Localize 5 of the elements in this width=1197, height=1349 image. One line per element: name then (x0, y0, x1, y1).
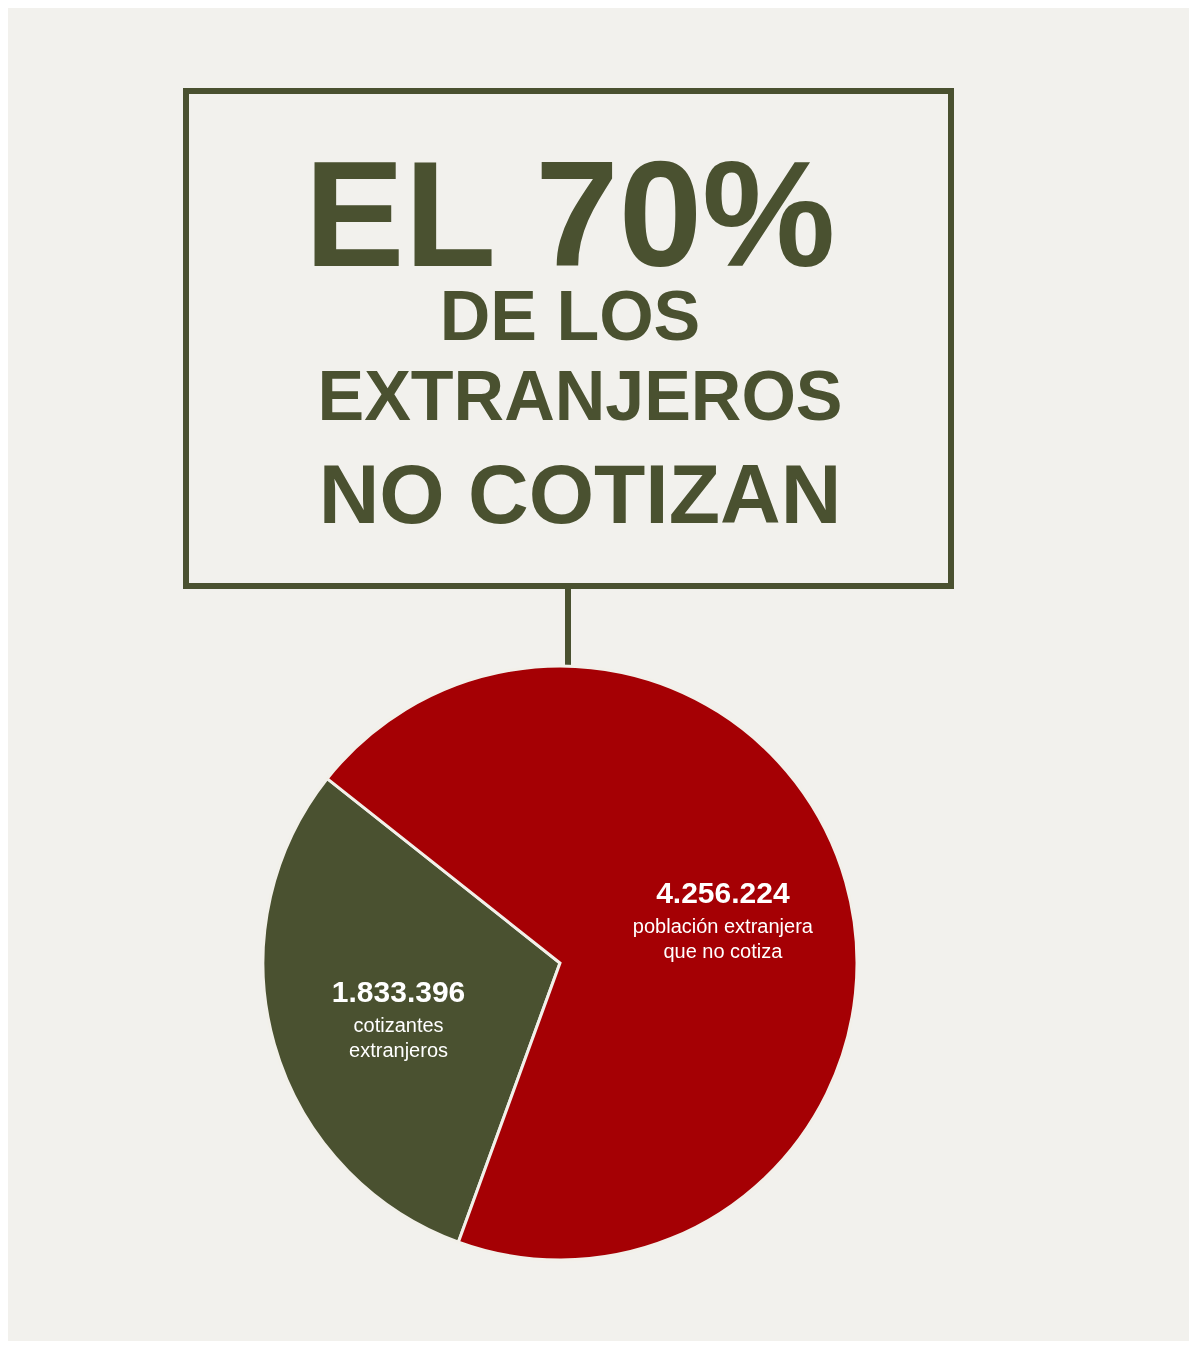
data-label: 1.833.396 (331, 974, 466, 1008)
data-label: 4.256.224 (656, 875, 790, 909)
chart-title: EL 70% DE LOS EXTRANJEROS NO COTIZAN (304, 130, 843, 541)
slice-label: cotizantes extranjeros (349, 1013, 449, 1061)
slice-label: población extranjera que no cotiza (632, 914, 814, 962)
